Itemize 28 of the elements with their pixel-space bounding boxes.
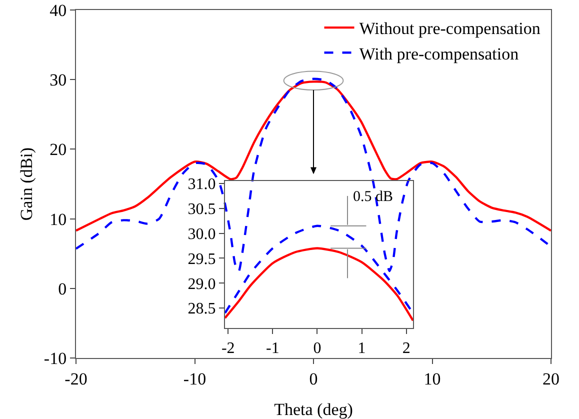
x-tick-label: 0 — [309, 369, 318, 388]
y-axis-title: Gain (dBi) — [17, 147, 36, 221]
y-tick-label: 30.0 — [188, 226, 216, 243]
x-tick-label: 0 — [313, 340, 322, 358]
y-tick-label: 20 — [50, 140, 67, 160]
line-series — [76, 78, 551, 273]
x-tick-label: -20 — [64, 369, 88, 388]
y-tick-label: 28.5 — [188, 300, 216, 318]
x-tick-label: 1 — [358, 340, 366, 358]
x-tick-label: 20 — [542, 369, 560, 388]
line-series — [225, 224, 413, 314]
y-tick-label: 30.5 — [188, 201, 216, 218]
x-tick-label: -1 — [266, 340, 280, 358]
y-tick-label: 10 — [50, 210, 67, 229]
legend-label: With pre-compensation — [359, 44, 520, 64]
x-axis-title: Theta (deg) — [274, 400, 353, 419]
y-tick-label: 40 — [50, 0, 67, 20]
annotation: 0.5 dB — [353, 189, 394, 205]
legend-label: Without pre-compensation — [359, 19, 541, 38]
y-tick-label: 31.0 — [188, 176, 216, 194]
y-tick-label: 29.5 — [188, 250, 216, 268]
x-tick-label: -2 — [221, 340, 235, 358]
y-tick-label: 30 — [50, 70, 67, 90]
x-tick-label: 10 — [424, 369, 441, 388]
y-tick-label: 0 — [58, 279, 67, 298]
x-tick-label: 2 — [402, 340, 410, 358]
line-series — [225, 247, 413, 322]
y-tick-label: 29.0 — [188, 276, 216, 293]
